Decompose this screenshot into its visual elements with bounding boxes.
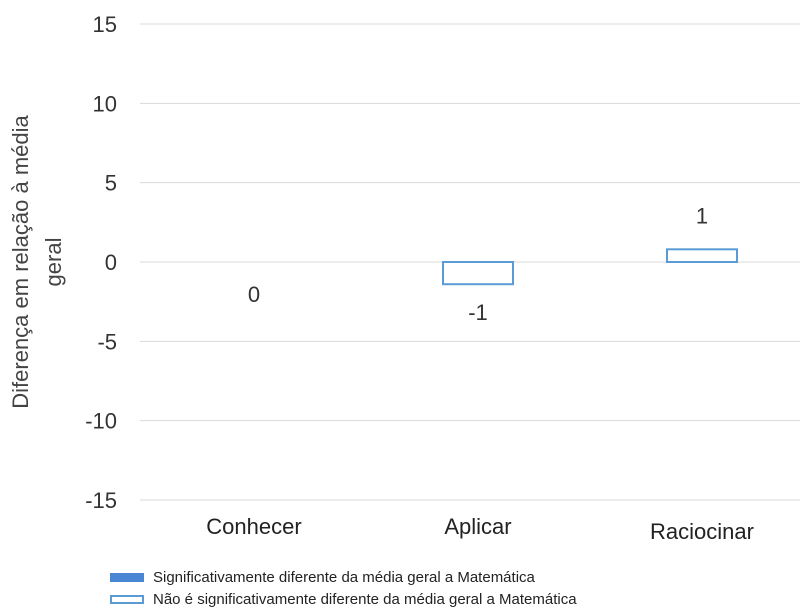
bar bbox=[666, 248, 738, 264]
data-labels: 0 -1 1 bbox=[248, 203, 708, 325]
y-tick-label: 10 bbox=[93, 91, 117, 116]
category-label: Conhecer bbox=[206, 514, 301, 539]
y-tick-label: -10 bbox=[85, 409, 117, 434]
legend-item-significant: Significativamente diferente da média ge… bbox=[110, 566, 577, 588]
chart-plot: 15 10 5 0 -5 -10 -15 0 -1 1 Conhecer Aplicar Racio… bbox=[8, 12, 800, 544]
gridlines bbox=[140, 23, 800, 501]
legend-swatch-filled bbox=[110, 572, 144, 582]
y-tick-label: 0 bbox=[105, 250, 117, 275]
y-tick-label: 15 bbox=[93, 12, 117, 37]
y-axis-title-line: geral bbox=[41, 238, 66, 287]
legend-item-not-significant: Não é significativamente diferente da mé… bbox=[110, 588, 577, 610]
bar bbox=[442, 261, 514, 286]
data-label: 1 bbox=[696, 203, 708, 228]
y-axis-title: Diferença em relação à média geral bbox=[8, 115, 66, 409]
bars bbox=[442, 248, 738, 286]
y-tick-label: -5 bbox=[97, 329, 117, 354]
category-label: Aplicar bbox=[444, 514, 511, 539]
data-label: -1 bbox=[468, 300, 488, 325]
legend-label-not-significant: Não é significativamente diferente da mé… bbox=[153, 590, 577, 608]
y-tick-label: -15 bbox=[85, 488, 117, 513]
data-label: 0 bbox=[248, 282, 260, 307]
legend: Significativamente diferente da média ge… bbox=[110, 566, 577, 610]
y-axis-title-line: Diferença em relação à média bbox=[8, 115, 33, 409]
category-label: Raciocinar bbox=[650, 519, 754, 544]
legend-label-significant: Significativamente diferente da média ge… bbox=[153, 568, 535, 586]
category-labels: Conhecer Aplicar Raciocinar bbox=[206, 514, 754, 544]
y-tick-labels: 15 10 5 0 -5 -10 -15 bbox=[85, 12, 117, 513]
legend-swatch-hollow bbox=[110, 594, 144, 604]
y-tick-label: 5 bbox=[105, 171, 117, 196]
